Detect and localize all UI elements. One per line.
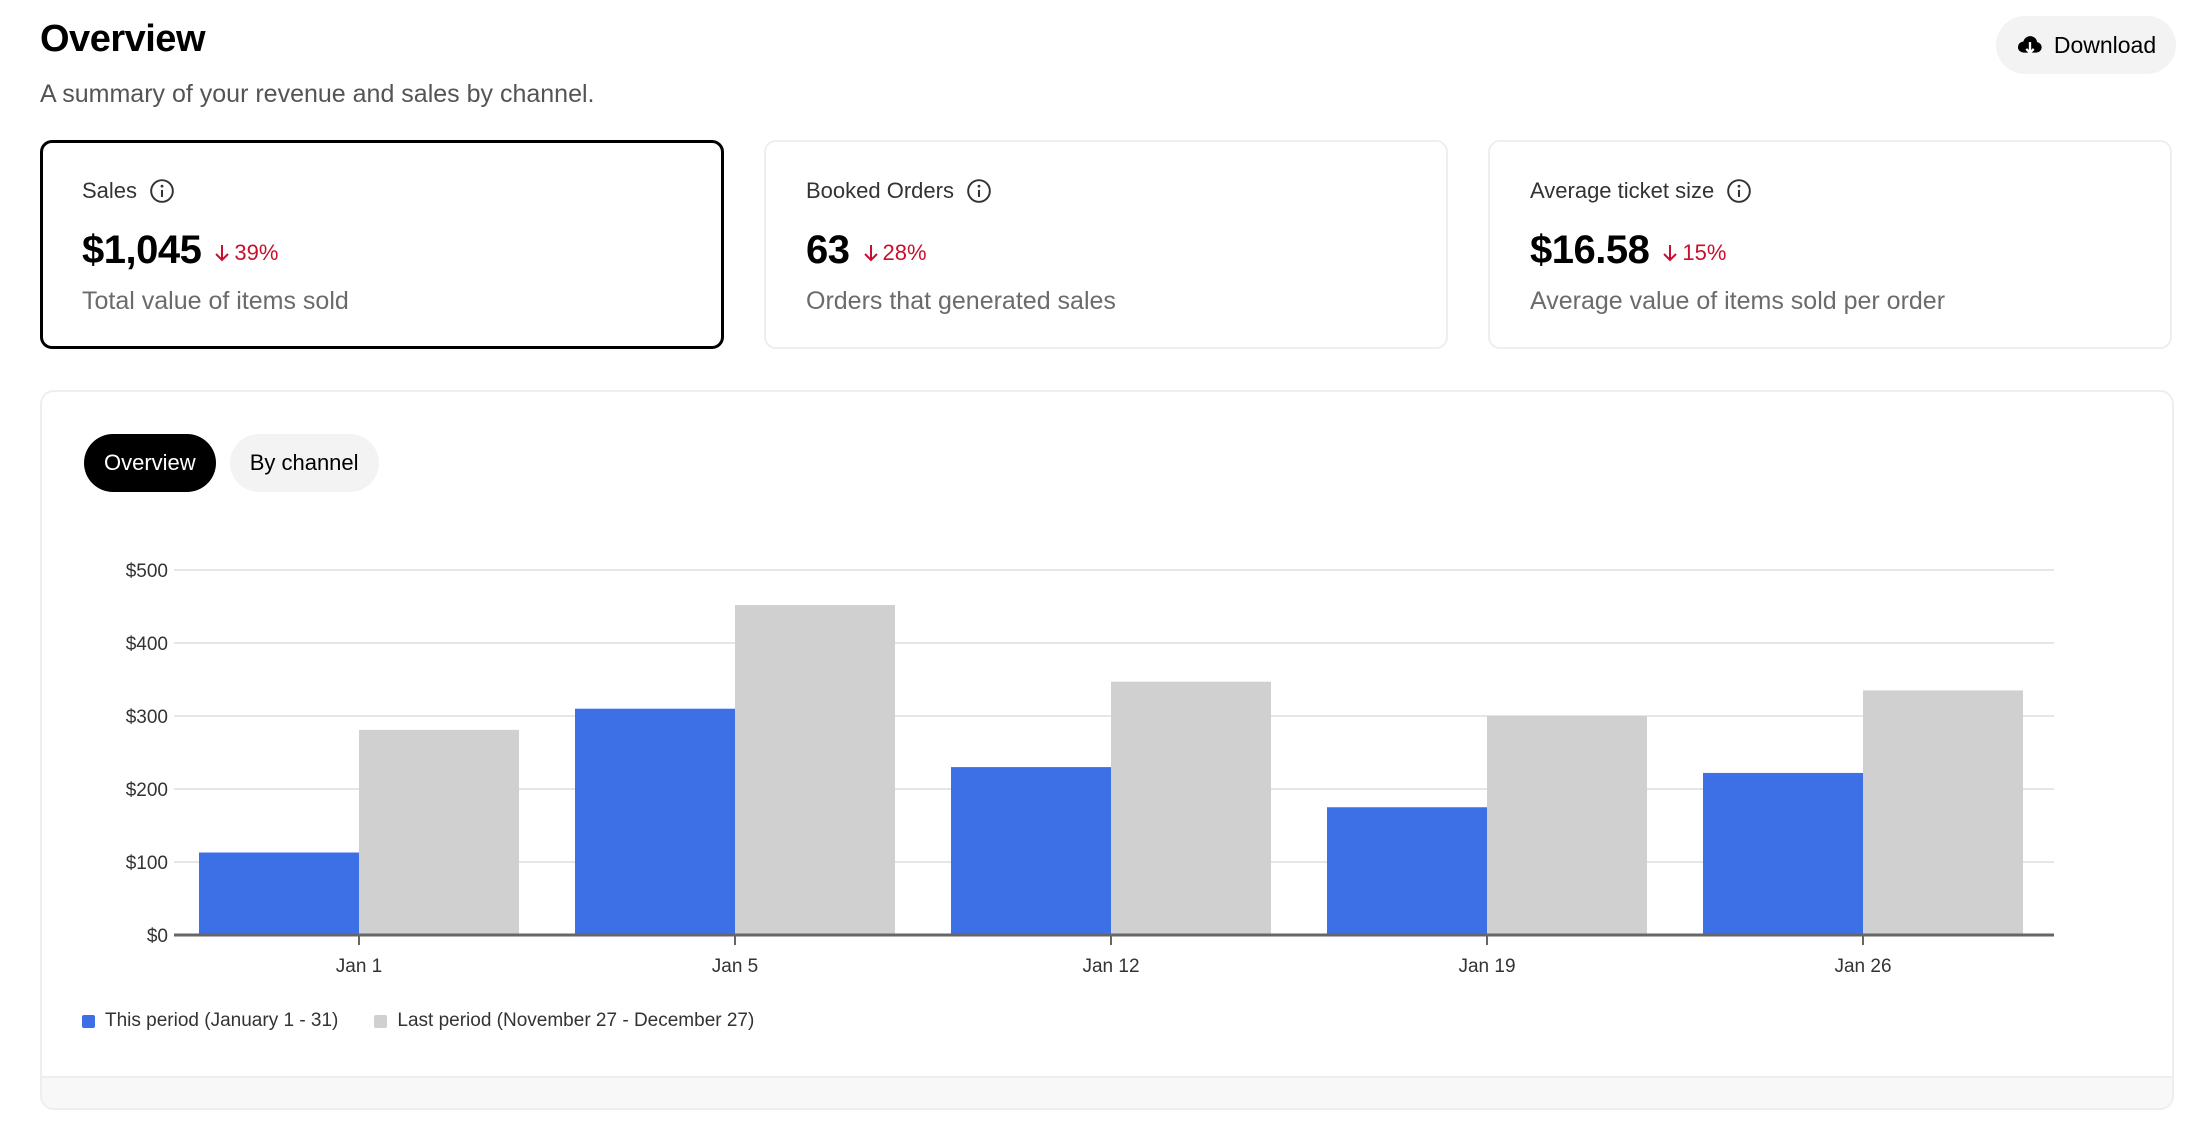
bar-this-period[interactable] — [1703, 772, 1863, 935]
card-label: Average ticket size — [1530, 178, 1715, 203]
chart-panel: $0 $100 $200 $300 $400 $500 Jan 1 Jan 5 Jan 12 Ja… — [40, 390, 2174, 1110]
arrow-down-icon — [863, 245, 878, 262]
bar-this-period[interactable] — [951, 767, 1111, 935]
card-label: Booked Orders — [806, 178, 954, 203]
y-tick-label: $100 — [126, 853, 168, 874]
bar-this-period[interactable] — [1327, 807, 1487, 935]
change-value: 15% — [1682, 240, 1727, 265]
legend-item-last-period: Last period (November 27 - December 27) — [374, 1010, 754, 1032]
y-tick-label: $0 — [147, 926, 168, 947]
card-description: Average value of items sold per order — [1530, 287, 1946, 315]
x-tick-label: Jan 19 — [1458, 956, 1515, 977]
legend-label: Last period (November 27 - December 27) — [397, 1010, 755, 1031]
page-title: Overview — [40, 18, 206, 60]
legend-swatch — [82, 1014, 95, 1028]
info-icon[interactable] — [966, 178, 992, 204]
change-badge: 39% — [213, 240, 278, 266]
chart-tabs: Overview By channel — [84, 434, 379, 492]
card-description: Total value of items sold — [82, 287, 349, 315]
bar-last-period[interactable] — [1111, 681, 1271, 935]
bar-last-period[interactable] — [359, 729, 519, 935]
card-value: $16.58 — [1530, 228, 1650, 272]
bar-last-period[interactable] — [735, 605, 895, 935]
arrow-down-icon — [215, 245, 230, 262]
card-label: Sales — [82, 178, 138, 203]
average-ticket-size-card[interactable]: Average ticket size $16.58 15% Average v… — [1488, 140, 2172, 349]
x-tick-label: Jan 5 — [712, 956, 758, 977]
change-value: 39% — [234, 240, 279, 265]
card-value: 63 — [806, 228, 850, 272]
booked-orders-card[interactable]: Booked Orders 63 28% Orders that generat… — [764, 140, 1448, 349]
cloud-download-icon — [2017, 36, 2042, 55]
y-tick-label: $400 — [126, 634, 168, 655]
change-badge: 15% — [1661, 240, 1726, 266]
bar-last-period[interactable] — [1487, 716, 1647, 935]
tab-overview[interactable]: Overview — [84, 434, 216, 492]
change-badge: 28% — [862, 240, 927, 266]
card-description: Orders that generated sales — [806, 287, 1116, 315]
legend-item-this-period: This period (January 1 - 31) — [82, 1010, 338, 1032]
chart-panel-footer — [42, 1076, 2172, 1108]
download-button[interactable]: Download — [1996, 16, 2176, 74]
legend-label: This period (January 1 - 31) — [105, 1010, 339, 1031]
page-subtitle: A summary of your revenue and sales by c… — [40, 80, 595, 108]
chart-legend: This period (January 1 - 31) Last period… — [82, 1010, 754, 1032]
sales-bar-chart: $0 $100 $200 $300 $400 $500 Jan 1 Jan 5 Jan 12 Ja… — [126, 561, 2054, 977]
change-value: 28% — [882, 240, 927, 265]
y-tick-label: $300 — [126, 707, 168, 728]
info-icon[interactable] — [149, 178, 175, 204]
arrow-down-icon — [1663, 245, 1678, 262]
bar-this-period[interactable] — [575, 708, 735, 935]
x-tick-label: Jan 26 — [1834, 956, 1891, 977]
bar-this-period[interactable] — [199, 852, 359, 935]
bar-last-period[interactable] — [1863, 690, 2023, 935]
legend-swatch — [374, 1014, 388, 1028]
sales-card[interactable]: Sales $1,045 39% Total value of items so… — [40, 140, 724, 349]
tab-by-channel[interactable]: By channel — [229, 434, 379, 492]
info-icon[interactable] — [1726, 178, 1752, 204]
y-tick-label: $200 — [126, 780, 168, 801]
y-tick-label: $500 — [126, 561, 168, 582]
x-tick-label: Jan 1 — [336, 956, 382, 977]
download-label: Download — [2053, 31, 2157, 58]
card-value: $1,045 — [82, 228, 202, 272]
x-tick-label: Jan 12 — [1082, 956, 1139, 977]
